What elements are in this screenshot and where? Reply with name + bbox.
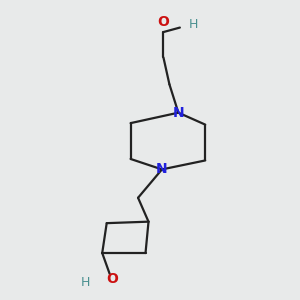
Text: O: O [107,272,118,286]
Text: H: H [189,18,198,31]
Text: N: N [156,162,168,176]
Text: N: N [172,106,184,120]
Text: O: O [158,15,169,29]
Text: H: H [81,276,91,290]
